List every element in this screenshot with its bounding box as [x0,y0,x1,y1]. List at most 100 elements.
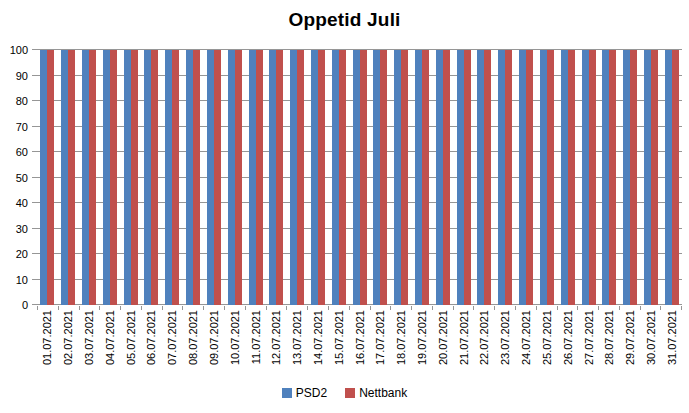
x-label-cell: 19.07.2021 [412,310,433,380]
bar-nettbank-09.07.2021 [214,50,221,305]
bar-psd2-25.07.2021 [540,50,547,305]
bar-psd2-15.07.2021 [332,50,339,305]
x-label-cell: 31.07.2021 [661,310,682,380]
bar-psd2-22.07.2021 [477,50,484,305]
bar-group-11.07.2021 [245,50,266,305]
x-tick-label-29.07.2021: 29.07.2021 [624,310,636,365]
bar-group-01.07.2021 [37,50,58,305]
bar-group-17.07.2021 [370,50,391,305]
bar-nettbank-20.07.2021 [443,50,450,305]
bar-group-06.07.2021 [141,50,162,305]
bar-nettbank-12.07.2021 [276,50,283,305]
bar-nettbank-05.07.2021 [131,50,138,305]
x-tick-label-12.07.2021: 12.07.2021 [270,310,282,365]
y-tick-label-0: 0 [0,299,28,311]
bar-chart: Oppetid Juli 0102030405060708090100 01.0… [0,0,689,413]
bar-psd2-12.07.2021 [269,50,276,305]
bar-nettbank-19.07.2021 [422,50,429,305]
bar-psd2-14.07.2021 [311,50,318,305]
x-tick-label-03.07.2021: 03.07.2021 [83,310,95,365]
bar-nettbank-17.07.2021 [380,50,387,305]
bar-group-18.07.2021 [391,50,412,305]
bar-psd2-23.07.2021 [498,50,505,305]
bar-group-19.07.2021 [412,50,433,305]
bar-psd2-03.07.2021 [82,50,89,305]
x-tick-label-01.07.2021: 01.07.2021 [41,310,53,365]
bar-nettbank-25.07.2021 [547,50,554,305]
bar-nettbank-16.07.2021 [360,50,367,305]
y-tick-label-100: 100 [0,44,28,56]
x-tick-label-14.07.2021: 14.07.2021 [312,310,324,365]
legend: PSD2Nettbank [0,386,689,400]
y-tick-label-80: 80 [0,95,28,107]
x-tick-label-10.07.2021: 10.07.2021 [229,310,241,365]
x-label-cell: 22.07.2021 [474,310,495,380]
x-label-cell: 28.07.2021 [599,310,620,380]
x-label-cell: 11.07.2021 [245,310,266,380]
bar-psd2-16.07.2021 [353,50,360,305]
x-tick-label-16.07.2021: 16.07.2021 [354,310,366,365]
bar-psd2-31.07.2021 [665,50,672,305]
x-label-cell: 02.07.2021 [58,310,79,380]
x-label-cell: 16.07.2021 [349,310,370,380]
x-label-cell: 20.07.2021 [432,310,453,380]
y-tick-label-10: 10 [0,274,28,286]
bar-group-29.07.2021 [620,50,641,305]
x-tick-label-11.07.2021: 11.07.2021 [250,310,262,364]
x-label-cell: 05.07.2021 [120,310,141,380]
bar-group-23.07.2021 [495,50,516,305]
bar-psd2-08.07.2021 [186,50,193,305]
bar-psd2-13.07.2021 [290,50,297,305]
bar-nettbank-23.07.2021 [505,50,512,305]
x-label-cell: 10.07.2021 [224,310,245,380]
bar-group-16.07.2021 [349,50,370,305]
x-label-cell: 30.07.2021 [641,310,662,380]
y-tick-label-50: 50 [0,172,28,184]
x-tick-label-22.07.2021: 22.07.2021 [478,310,490,365]
bar-group-13.07.2021 [287,50,308,305]
bar-nettbank-13.07.2021 [297,50,304,305]
x-tick-label-23.07.2021: 23.07.2021 [499,310,511,365]
x-tick-label-30.07.2021: 30.07.2021 [645,310,657,365]
x-tick-label-17.07.2021: 17.07.2021 [374,310,386,365]
bar-nettbank-21.07.2021 [464,50,471,305]
bar-group-08.07.2021 [183,50,204,305]
x-label-cell: 14.07.2021 [308,310,329,380]
x-label-cell: 08.07.2021 [183,310,204,380]
bar-psd2-18.07.2021 [394,50,401,305]
bar-group-14.07.2021 [308,50,329,305]
bar-psd2-20.07.2021 [436,50,443,305]
x-label-cell: 21.07.2021 [453,310,474,380]
legend-label-nettbank: Nettbank [359,386,407,400]
bar-group-05.07.2021 [120,50,141,305]
x-label-cell: 23.07.2021 [495,310,516,380]
bar-group-31.07.2021 [661,50,682,305]
bar-psd2-29.07.2021 [623,50,630,305]
bar-nettbank-10.07.2021 [235,50,242,305]
x-tick-label-05.07.2021: 05.07.2021 [125,310,137,365]
bar-nettbank-29.07.2021 [630,50,637,305]
bars-container [37,50,682,305]
x-label-cell: 25.07.2021 [537,310,558,380]
x-label-cell: 26.07.2021 [557,310,578,380]
x-tick-label-20.07.2021: 20.07.2021 [437,310,449,365]
x-tick-label-28.07.2021: 28.07.2021 [603,310,615,365]
bar-nettbank-02.07.2021 [68,50,75,305]
legend-swatch-psd2 [282,388,292,398]
x-tick-label-27.07.2021: 27.07.2021 [583,310,595,365]
x-tick-label-19.07.2021: 19.07.2021 [416,310,428,365]
x-label-cell: 15.07.2021 [328,310,349,380]
bar-group-10.07.2021 [224,50,245,305]
bar-nettbank-28.07.2021 [609,50,616,305]
x-tick-label-08.07.2021: 08.07.2021 [187,310,199,365]
y-tick-label-60: 60 [0,146,28,158]
bar-group-26.07.2021 [557,50,578,305]
x-tick-label-15.07.2021: 15.07.2021 [333,310,345,365]
bar-psd2-27.07.2021 [582,50,589,305]
bar-group-15.07.2021 [328,50,349,305]
bar-psd2-09.07.2021 [207,50,214,305]
x-label-cell: 06.07.2021 [141,310,162,380]
x-label-cell: 18.07.2021 [391,310,412,380]
bar-group-04.07.2021 [99,50,120,305]
chart-title: Oppetid Juli [0,9,689,31]
